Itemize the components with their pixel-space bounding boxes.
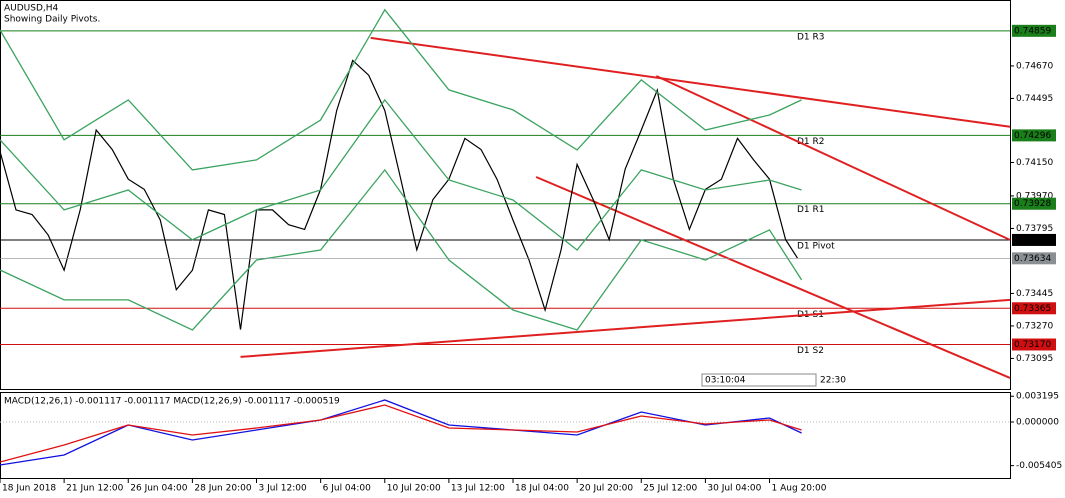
x-tick-label: 30 Jul 04:00 [707, 484, 761, 494]
x-tick-label: 13 Jul 12:00 [451, 484, 505, 494]
pivot-name: D1 R2 [797, 137, 825, 147]
x-tick-label: 26 Jun 04:00 [130, 484, 187, 494]
x-tick-label: 6 Jul 04:00 [323, 484, 372, 494]
trendline [240, 298, 1011, 358]
series-line [0, 404, 802, 463]
level-value: 0.73365 [1014, 304, 1051, 314]
level-value: 0.74296 [1014, 131, 1051, 141]
y-tick-label: 0.73270 [1016, 321, 1053, 331]
pivot-name: D1 S2 [797, 346, 824, 356]
x-tick-label: 20 Jul 20:00 [579, 484, 633, 494]
x-tick-label: 18 Jun 2018 [2, 484, 56, 494]
macd-panel [0, 392, 1011, 479]
series-line [0, 8, 802, 171]
level-tag [1012, 197, 1056, 210]
y-tick-label: 0.74495 [1016, 94, 1053, 104]
y-tick-label: 0.73795 [1016, 224, 1053, 234]
x-tick-label: 1 Aug 20:00 [772, 484, 827, 494]
level-value: 0.73928 [1014, 199, 1051, 209]
series-line [0, 59, 799, 330]
series-line [0, 98, 802, 251]
x-tick-label: 10 Jul 20:00 [387, 484, 441, 494]
y-tick-label: 0.74670 [1016, 61, 1053, 71]
x-tick-label: 21 Jun 12:00 [66, 484, 123, 494]
level-tag [1012, 24, 1056, 37]
pivot-name: D1 R3 [797, 32, 825, 42]
level-tag [1012, 302, 1056, 315]
level-value: 0.74859 [1014, 26, 1051, 36]
y-tick-label: 0.000000 [1016, 418, 1059, 428]
current-price-label: 0.73634 [1014, 254, 1051, 264]
level-tag [1012, 233, 1056, 246]
y-tick-label: -0.005405 [1016, 461, 1062, 471]
series-line [0, 399, 802, 466]
countdown-box [701, 373, 817, 387]
countdown: 03:10:04 [705, 376, 746, 386]
trendline [535, 176, 1011, 379]
trendline [655, 75, 1011, 241]
level-tag [1012, 129, 1056, 142]
symbol-title: AUDUSD,H4 [4, 4, 59, 14]
pivot-name: D1 Pivot [797, 241, 835, 251]
subtitle: Showing Daily Pivots. [4, 15, 100, 25]
countdown: 22:30 [820, 376, 846, 386]
y-tick-label: 0.73970 [1016, 191, 1053, 201]
macd-title: MACD(12,26,1) -0.001117 -0.001117 MACD(1… [4, 397, 340, 407]
x-tick-label: 18 Jul 04:00 [515, 484, 569, 494]
level-value: 0.73170 [1014, 340, 1051, 350]
x-tick-label: 28 Jun 20:00 [194, 484, 251, 494]
y-tick-label: 0.73445 [1016, 289, 1053, 299]
main-panel [0, 0, 1011, 390]
x-tick-label: 25 Jul 12:00 [643, 484, 697, 494]
x-tick-label: 3 Jul 12:00 [259, 484, 308, 494]
pivot-name: D1 R1 [797, 205, 825, 215]
level-tag [1012, 338, 1056, 351]
level-value: 0.73733 [1014, 235, 1051, 245]
trendline [370, 36, 1011, 128]
y-tick-label: 0.74150 [1016, 158, 1053, 168]
current-price-tag [1012, 252, 1056, 265]
series-line [0, 168, 803, 331]
y-tick-label: 0.003195 [1016, 392, 1059, 402]
y-tick-label: 0.73095 [1016, 354, 1053, 364]
